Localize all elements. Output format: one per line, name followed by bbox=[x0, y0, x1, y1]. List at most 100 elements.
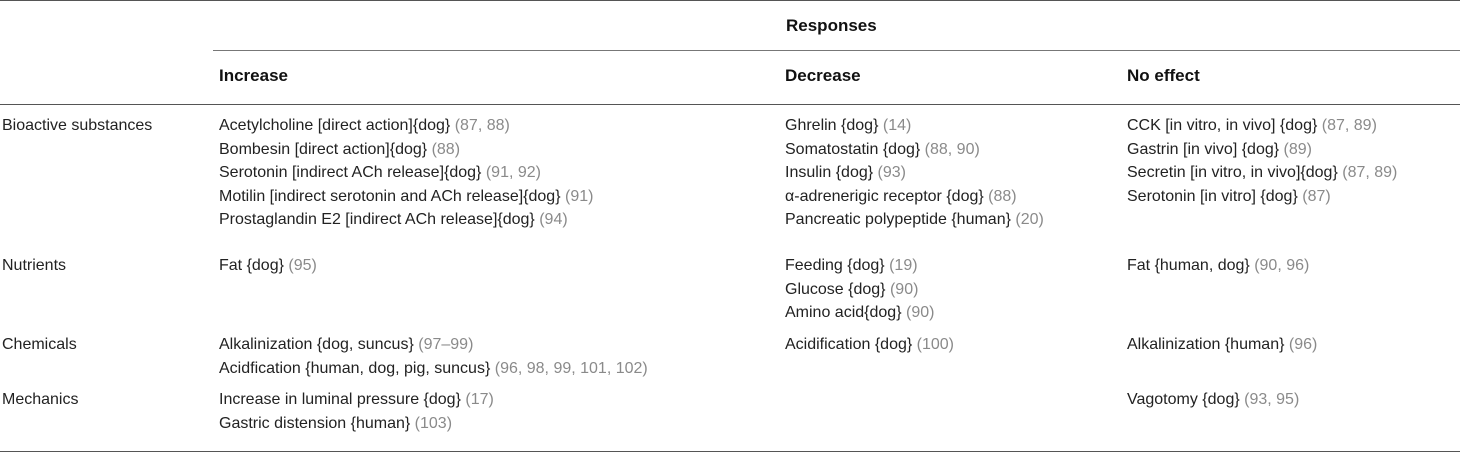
cell-increase: Alkalinization {dog, suncus} (97–99) Acid… bbox=[219, 333, 648, 380]
entry-text: Serotonin [in vitro] {dog} bbox=[1127, 187, 1303, 205]
row-category: Mechanics bbox=[2, 391, 79, 408]
entry-text: Fat {human, dog} bbox=[1127, 257, 1255, 274]
reference-citation[interactable]: (91) bbox=[565, 187, 594, 205]
entry-line: Bombesin [direct action]{dog} (88) bbox=[219, 138, 593, 162]
row-category: Chemicals bbox=[2, 336, 77, 353]
reference-citation[interactable]: (88) bbox=[988, 187, 1017, 205]
entry-line: Gastric distension {human} (103) bbox=[219, 412, 494, 436]
entry-text: Alkalinization {dog, suncus} bbox=[219, 336, 419, 353]
reference-citation[interactable]: (97–99) bbox=[418, 336, 474, 353]
reference-citation[interactable]: (20) bbox=[1015, 211, 1044, 229]
entry-text: Motilin [indirect serotonin and ACh rele… bbox=[219, 187, 565, 205]
reference-citation[interactable]: (90) bbox=[889, 280, 919, 298]
entry-text: Insulin {dog} bbox=[785, 164, 878, 182]
entry-line: Increase in luminal pressure {dog} (17) bbox=[219, 388, 494, 412]
reference-citation[interactable]: (17) bbox=[465, 391, 494, 408]
reference-citation[interactable]: (95) bbox=[288, 257, 317, 274]
entry-line: Fat {human, dog} (90, 96) bbox=[1127, 254, 1309, 278]
entry-text: Vagotomy {dog} bbox=[1127, 391, 1245, 408]
entry-line: Secretin [in vitro, in vivo]{dog} (87, 8… bbox=[1127, 161, 1397, 185]
entry-line: Glucose {dog} (90) bbox=[785, 278, 934, 302]
entry-text: Somatostatin {dog} bbox=[785, 140, 925, 158]
entry-line: Fat {dog} (95) bbox=[219, 254, 317, 278]
entry-line: Serotonin [indirect ACh release]{dog} (9… bbox=[219, 161, 593, 185]
reference-citation[interactable]: (14) bbox=[882, 117, 912, 134]
cell-increase: Increase in luminal pressure {dog} (17) G… bbox=[219, 388, 494, 435]
entry-text: Gastric distension {human} bbox=[219, 414, 415, 432]
entry-line: Motilin [indirect serotonin and ACh rele… bbox=[219, 185, 593, 209]
entry-text: Ghrelin {dog} bbox=[785, 117, 883, 134]
reference-citation[interactable]: (89) bbox=[1283, 140, 1312, 158]
entry-line: Alkalinization {dog, suncus} (97–99) bbox=[219, 333, 648, 357]
entry-text: Pancreatic polypeptide {human} bbox=[785, 211, 1016, 229]
entry-text: Alkalinization {human} bbox=[1127, 336, 1289, 353]
reference-citation[interactable]: (87, 89) bbox=[1342, 164, 1398, 182]
entry-line: Amino acid{dog} (90) bbox=[785, 301, 934, 325]
reference-citation[interactable]: (91, 92) bbox=[485, 164, 541, 182]
entry-text: Secretin [in vitro, in vivo]{dog} bbox=[1127, 164, 1343, 182]
entry-text: Glucose {dog} bbox=[785, 280, 890, 298]
entry-line: Alkalinization {human} (96) bbox=[1127, 333, 1317, 357]
entry-line: Acetylcholine [direct action]{dog} (87, … bbox=[219, 114, 593, 138]
entry-line: Vagotomy {dog} (93, 95) bbox=[1127, 388, 1299, 412]
reference-citation[interactable]: (88, 90) bbox=[924, 140, 980, 158]
column-header-increase: Increase bbox=[219, 66, 288, 85]
reference-citation[interactable]: (93, 95) bbox=[1244, 391, 1300, 408]
cell-no-effect: CCK [in vitro, in vivo] {dog} (87, 89) Ga… bbox=[1127, 114, 1397, 208]
entry-text: Increase in luminal pressure {dog} bbox=[219, 391, 466, 408]
reference-citation[interactable]: (90) bbox=[905, 304, 935, 322]
entry-line: Insulin {dog} (93) bbox=[785, 161, 1044, 185]
column-header-no-effect: No effect bbox=[1127, 66, 1200, 85]
entry-text: Serotonin [indirect ACh release]{dog} bbox=[219, 164, 486, 182]
row-category: Bioactive substances bbox=[2, 117, 153, 134]
entry-text: CCK [in vitro, in vivo] {dog} bbox=[1127, 117, 1322, 134]
reference-citation[interactable]: (100) bbox=[916, 336, 955, 353]
top-rule bbox=[0, 0, 1460, 1]
reference-citation[interactable]: (93) bbox=[877, 164, 906, 182]
entry-text: Feeding {dog} bbox=[785, 257, 890, 274]
entry-text: Acidification {dog} bbox=[785, 336, 917, 353]
entry-text: Fat {dog} bbox=[219, 257, 289, 274]
reference-citation[interactable]: (90, 96) bbox=[1254, 257, 1310, 274]
cell-no-effect: Alkalinization {human} (96) bbox=[1127, 333, 1317, 357]
entry-text: Gastrin [in vivo] {dog} bbox=[1127, 140, 1284, 158]
cell-no-effect: Fat {human, dog} (90, 96) bbox=[1127, 254, 1309, 278]
entry-line: Serotonin [in vitro] {dog} (87) bbox=[1127, 185, 1397, 209]
group-header-rule bbox=[213, 50, 1460, 51]
entry-line: Somatostatin {dog} (88, 90) bbox=[785, 138, 1044, 162]
entry-line: Pancreatic polypeptide {human} (20) bbox=[785, 208, 1044, 232]
reference-citation[interactable]: (88) bbox=[431, 140, 461, 158]
cell-decrease: Ghrelin {dog} (14) Somatostatin {dog} (88… bbox=[785, 114, 1044, 232]
entry-line: Acidfication {human, dog, pig, suncus} (… bbox=[219, 357, 648, 381]
cell-decrease: Feeding {dog} (19) Glucose {dog} (90) Amin… bbox=[785, 254, 934, 325]
entry-line: Feeding {dog} (19) bbox=[785, 254, 934, 278]
header-rule bbox=[0, 104, 1460, 105]
entry-text: Acetylcholine [direct action]{dog} bbox=[219, 117, 455, 134]
reference-citation[interactable]: (103) bbox=[414, 414, 453, 432]
reference-citation[interactable]: (87, 88) bbox=[454, 117, 510, 134]
entry-line: CCK [in vitro, in vivo] {dog} (87, 89) bbox=[1127, 114, 1397, 138]
entry-text: Amino acid{dog} bbox=[785, 304, 906, 322]
responses-group-header: Responses bbox=[786, 16, 877, 35]
cell-decrease: Acidification {dog} (100) bbox=[785, 333, 954, 357]
cell-increase: Acetylcholine [direct action]{dog} (87, … bbox=[219, 114, 593, 232]
entry-line: Acidification {dog} (100) bbox=[785, 333, 954, 357]
cell-no-effect: Vagotomy {dog} (93, 95) bbox=[1127, 388, 1299, 412]
entry-text: Acidfication {human, dog, pig, suncus} bbox=[219, 359, 495, 377]
entry-line: Gastrin [in vivo] {dog} (89) bbox=[1127, 138, 1397, 162]
column-header-decrease: Decrease bbox=[785, 66, 861, 85]
reference-citation[interactable]: (87) bbox=[1302, 187, 1331, 205]
reference-citation[interactable]: (96) bbox=[1288, 336, 1318, 353]
entry-line: Prostaglandin E2 [indirect ACh release]{… bbox=[219, 208, 593, 232]
entry-line: Ghrelin {dog} (14) bbox=[785, 114, 1044, 138]
reference-citation[interactable]: (19) bbox=[889, 257, 918, 274]
reference-citation[interactable]: (96, 98, 99, 101, 102) bbox=[494, 359, 648, 377]
cell-increase: Fat {dog} (95) bbox=[219, 254, 317, 278]
entry-text: α-adrenerigic receptor {dog} bbox=[785, 187, 989, 205]
entry-text: Bombesin [direct action]{dog} bbox=[219, 140, 432, 158]
reference-citation[interactable]: (94) bbox=[539, 211, 568, 229]
row-category: Nutrients bbox=[2, 257, 67, 274]
entry-line: α-adrenerigic receptor {dog} (88) bbox=[785, 185, 1044, 209]
reference-citation[interactable]: (87, 89) bbox=[1321, 117, 1377, 134]
